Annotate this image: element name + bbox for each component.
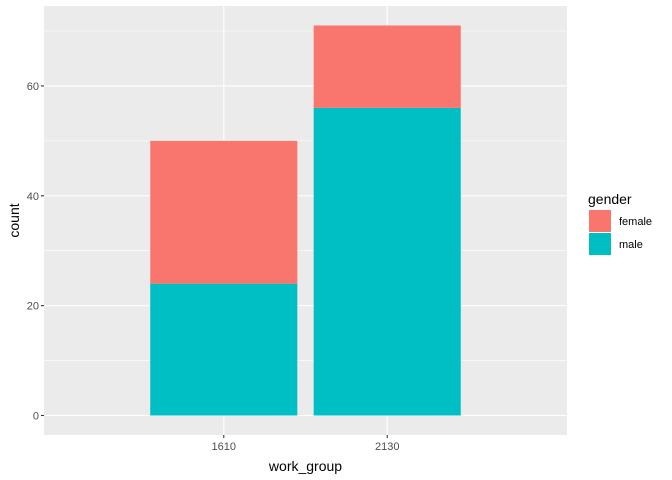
- y-tick-label: 20: [27, 301, 39, 313]
- y-tick-label: 0: [33, 411, 39, 423]
- x-tick-label: 1610: [212, 441, 236, 453]
- plot-panel: [44, 6, 567, 435]
- y-tick-label: 40: [27, 191, 39, 203]
- bar-female-2130: [313, 25, 461, 108]
- x-axis-title: work_group: [268, 458, 342, 474]
- bar-male-1610: [150, 283, 298, 416]
- legend-key-female: [589, 210, 611, 232]
- bars: [150, 25, 461, 416]
- bar-male-2130: [313, 107, 461, 416]
- legend: gender female male: [588, 191, 652, 255]
- y-tick-label: 60: [27, 81, 39, 93]
- y-axis-title: count: [6, 203, 22, 237]
- legend-key-male: [589, 233, 611, 255]
- x-tick-label: 2130: [375, 441, 399, 453]
- x-axis: 1610 2130: [212, 435, 399, 453]
- legend-label-female: female: [619, 216, 652, 228]
- bar-female-1610: [150, 140, 298, 284]
- legend-label-male: male: [619, 239, 643, 251]
- legend-title: gender: [588, 191, 632, 207]
- grid-minor: [44, 30, 567, 361]
- y-axis: 0 20 40 60: [27, 81, 44, 423]
